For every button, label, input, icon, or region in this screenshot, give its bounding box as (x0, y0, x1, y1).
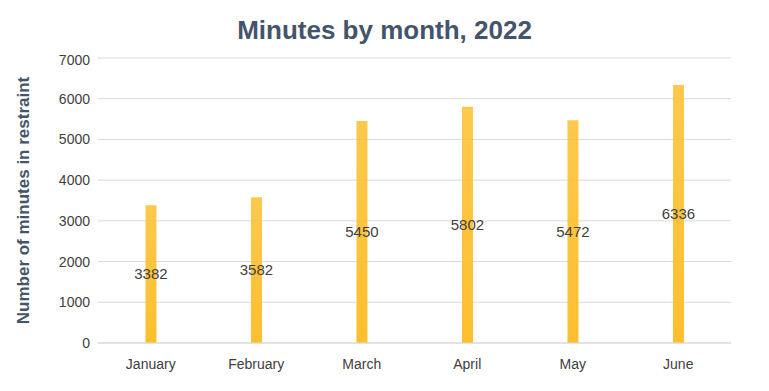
svg-text:February: February (228, 356, 284, 372)
svg-text:January: January (126, 356, 176, 372)
svg-text:3582: 3582 (240, 261, 273, 278)
svg-text:Number of minutes in restraint: Number of minutes in restraint (14, 76, 33, 324)
svg-text:4000: 4000 (59, 172, 90, 188)
svg-text:5802: 5802 (451, 216, 484, 233)
svg-text:3382: 3382 (134, 265, 167, 282)
svg-text:March: March (342, 356, 381, 372)
svg-text:5000: 5000 (59, 131, 90, 147)
svg-text:3000: 3000 (59, 213, 90, 229)
svg-text:6000: 6000 (59, 91, 90, 107)
svg-text:5472: 5472 (556, 223, 589, 240)
svg-text:1000: 1000 (59, 294, 90, 310)
svg-text:0: 0 (82, 335, 90, 351)
svg-text:2000: 2000 (59, 254, 90, 270)
svg-text:April: April (453, 356, 481, 372)
svg-text:5450: 5450 (345, 223, 378, 240)
svg-text:7000: 7000 (59, 52, 90, 68)
html-text:Minutes by month, 2022: Minutes by month, 2022 (237, 15, 532, 45)
svg-text:May: May (560, 356, 586, 372)
svg-text:June: June (663, 356, 694, 372)
svg-text:6336: 6336 (662, 205, 695, 222)
